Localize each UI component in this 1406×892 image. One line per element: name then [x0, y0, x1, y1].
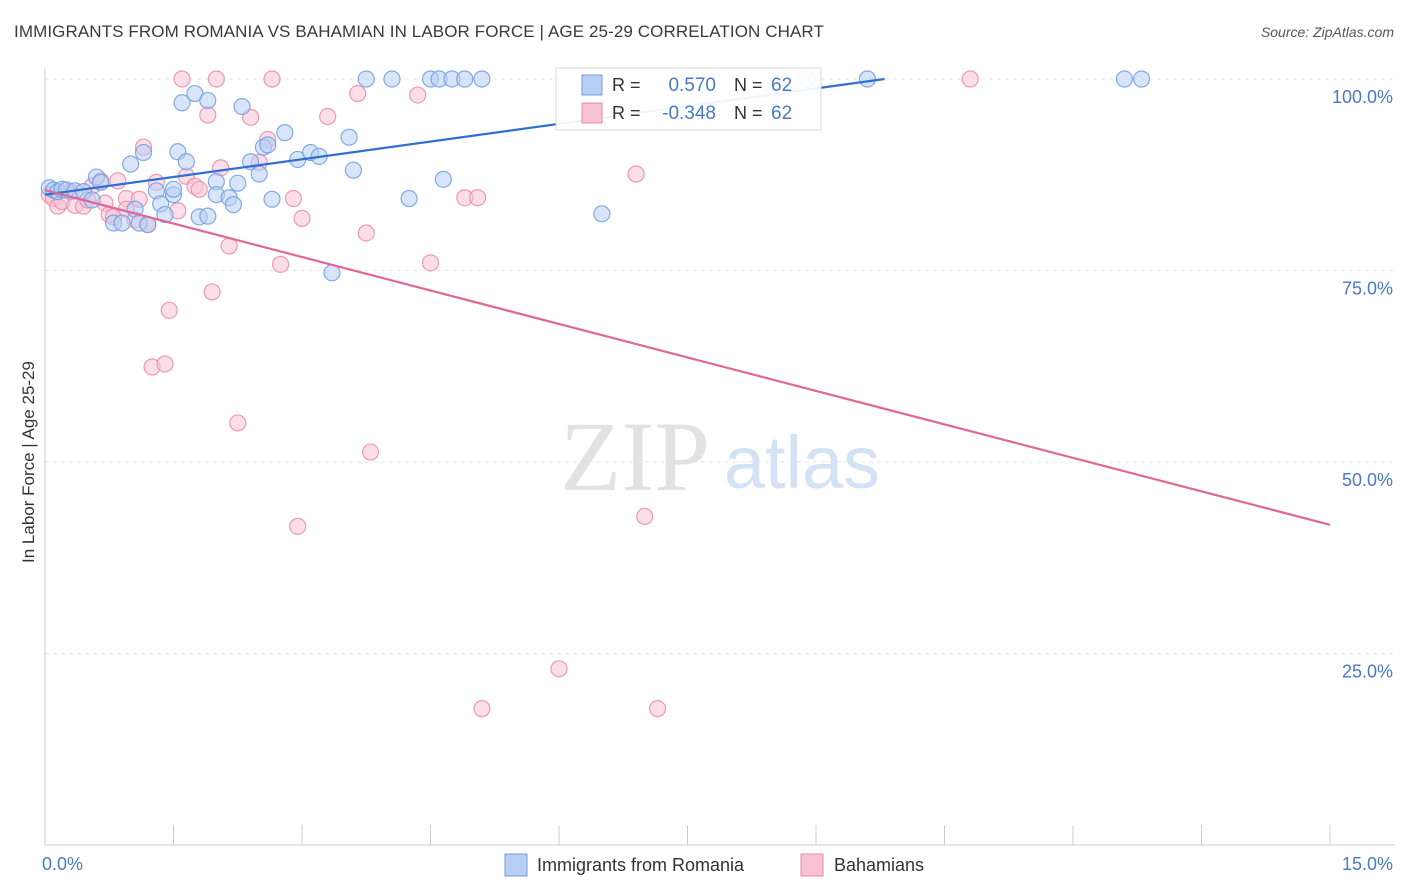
bahamians-trend-line: [44, 189, 1331, 526]
romania-point: [383, 70, 401, 88]
y-tick-label: 25.0%: [1342, 662, 1393, 682]
legend-n-value: 62: [771, 103, 792, 124]
romania-point: [259, 136, 277, 154]
legend-n-label: N =: [734, 103, 763, 123]
bahamians-point: [469, 189, 487, 207]
romania-point: [340, 128, 358, 146]
romania-point: [122, 155, 140, 173]
legend-n-value: 62: [771, 75, 792, 96]
romania-point: [156, 205, 174, 224]
x-tick-label: 15.0%: [1342, 854, 1393, 874]
source-label: Source: ZipAtlas.com: [1260, 24, 1394, 40]
bahamians-point: [156, 355, 174, 373]
romania-point: [434, 170, 452, 188]
bahamians-point: [203, 283, 221, 301]
romania-point: [1132, 70, 1151, 88]
romania-point: [233, 97, 251, 116]
y-tick-label: 50.0%: [1342, 470, 1393, 490]
bahamians-point: [173, 70, 191, 88]
stats-legend: R = 0.570 N = 62 R = -0.348 N = 62: [555, 67, 822, 131]
x-tick-labels: 0.0% 15.0%: [42, 854, 1393, 874]
romania-point: [199, 207, 217, 225]
romania-point: [224, 196, 243, 214]
series-label-romania: Immigrants from Romania: [537, 855, 745, 875]
watermark: ZIP atlas: [560, 401, 880, 512]
legend-r-label: R =: [612, 75, 641, 95]
romania-point: [250, 165, 268, 183]
romania-point: [177, 153, 195, 171]
series-legend: Immigrants from Romania Bahamians: [504, 853, 924, 877]
x-tick-label: 0.0%: [42, 854, 83, 874]
bahamians-point: [409, 86, 427, 104]
watermark-zip: ZIP: [560, 401, 710, 512]
chart-title: IMMIGRANTS FROM ROMANIA VS BAHAMIAN IN L…: [14, 22, 824, 41]
romania-point: [263, 190, 281, 208]
series-swatch-romania: [504, 853, 528, 877]
romania-point: [1115, 70, 1134, 88]
y-tick-label: 100.0%: [1332, 87, 1393, 107]
romania-point: [456, 70, 474, 88]
bahamians-point: [357, 224, 375, 242]
bahamians-point: [207, 70, 225, 88]
y-tick-label: 75.0%: [1342, 279, 1393, 299]
bahamians-point: [284, 189, 303, 208]
bahamians-point: [229, 414, 247, 432]
legend-r-value: -0.348: [662, 103, 716, 124]
bahamians-point: [271, 255, 290, 273]
legend-n-label: N =: [734, 75, 763, 95]
bahamians-point: [636, 507, 654, 525]
romania-point: [164, 180, 183, 198]
romania-point: [134, 143, 153, 162]
bahamians-point: [550, 660, 568, 678]
bahamians-point: [627, 165, 645, 183]
bahamians-point: [361, 443, 380, 461]
romania-point: [199, 91, 217, 110]
bahamians-point: [160, 301, 178, 319]
series-label-bahamians: Bahamians: [834, 855, 924, 875]
legend-r-value: 0.570: [668, 75, 716, 96]
bahamians-point: [319, 107, 337, 126]
legend-swatch: [581, 74, 603, 96]
romania-point: [344, 161, 362, 179]
romania-point: [858, 70, 877, 88]
romania-point: [276, 124, 294, 142]
watermark-atlas: atlas: [724, 421, 880, 504]
bahamians-point: [263, 70, 281, 88]
bahamians-point: [961, 70, 979, 88]
bahamians-point: [648, 700, 667, 718]
romania-point: [593, 205, 611, 223]
bahamians-point: [289, 517, 307, 535]
bahamians-point: [349, 84, 367, 103]
bahamians-point: [473, 700, 491, 718]
bahamians-point: [190, 180, 208, 198]
bahamians-point: [293, 209, 311, 228]
bahamians-point: [199, 106, 217, 124]
romania-point: [113, 214, 131, 232]
axes: [44, 68, 1395, 846]
romania-point: [229, 174, 247, 192]
y-tick-labels: 100.0% 75.0% 50.0% 25.0%: [1332, 87, 1393, 682]
legend-swatch: [581, 102, 603, 124]
romania-point: [357, 70, 375, 88]
y-axis-label: In Labor Force | Age 25-29: [19, 361, 38, 563]
romania-point: [473, 70, 491, 88]
bahamians-point: [421, 254, 440, 272]
romania-point: [173, 94, 191, 112]
series-swatch-bahamians: [800, 853, 824, 877]
legend-r-label: R =: [612, 103, 641, 123]
romania-point: [400, 189, 418, 208]
